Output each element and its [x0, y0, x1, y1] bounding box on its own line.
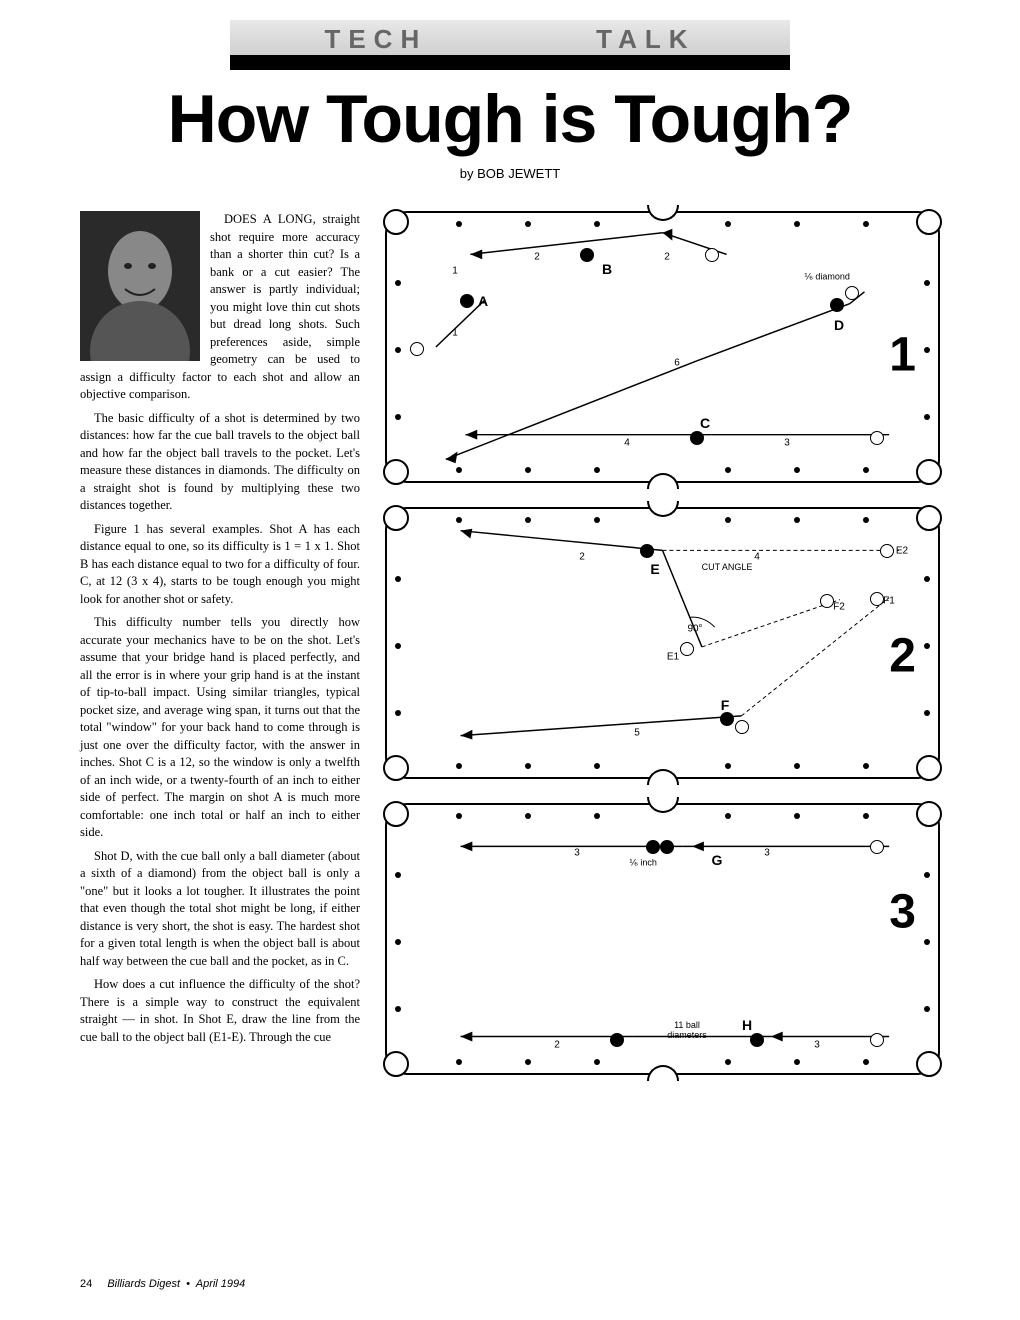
- diagram-2-lines: [387, 509, 938, 777]
- label-n2: 2: [579, 552, 585, 563]
- page-number: 24: [80, 1278, 92, 1290]
- label-D: D: [834, 317, 844, 333]
- diagram-number-1: 1: [889, 328, 916, 383]
- paragraph-4: This difficulty number tells you directl…: [80, 614, 360, 842]
- label-F: F: [721, 697, 730, 713]
- pool-table-diagram-3: G 3 3 ⅙ inch H 2 3 11 ball diameters 3: [385, 803, 940, 1075]
- label-6: 6: [674, 358, 680, 369]
- pool-table-diagram-1: A 1 1 B 2 2 C 4 3 D 6 ⅙ diamond 1: [385, 211, 940, 483]
- label-2b: 2: [664, 252, 670, 263]
- byline: by BOB JEWETT: [80, 166, 940, 181]
- tech-talk-banner: TECH TALK: [230, 20, 790, 70]
- label-n5: 5: [634, 728, 640, 739]
- label-E2: E2: [896, 546, 908, 557]
- banner-word-2: TALK: [596, 24, 695, 55]
- label-cutangle: CUT ANGLE: [702, 562, 753, 572]
- author-photo: [80, 211, 200, 361]
- diagram-1-lines: [387, 213, 938, 481]
- label-A: A: [478, 293, 488, 309]
- label-90: 90°: [687, 624, 702, 635]
- content-area: DOES A LONG, straight shot require more …: [80, 211, 940, 1099]
- banner-word-1: TECH: [324, 24, 427, 55]
- label-h2: 2: [554, 1040, 560, 1051]
- label-3: 3: [784, 438, 790, 449]
- label-4: 4: [624, 438, 630, 449]
- label-g3b: 3: [764, 848, 770, 859]
- label-F2: F2: [833, 602, 845, 613]
- paragraph-3: Figure 1 has several examples. Shot A ha…: [80, 521, 360, 609]
- label-11-diam: 11 ball diameters: [657, 1020, 717, 1040]
- label-B: B: [602, 261, 612, 277]
- label-n4: 4: [754, 552, 760, 563]
- label-F1: F1: [883, 596, 895, 607]
- publication-date: April 1994: [196, 1278, 246, 1290]
- diagram-number-3: 3: [889, 885, 916, 940]
- pool-table-diagram-2: E F E1 E2 F2 F1 2 4 5 90° CUT ANGLE 2: [385, 507, 940, 779]
- label-g3a: 3: [574, 848, 580, 859]
- article-title: How Tough is Tough?: [80, 80, 940, 158]
- paragraph-6: How does a cut influence the difficulty …: [80, 976, 360, 1046]
- label-2a: 2: [534, 252, 540, 263]
- page-footer: 24 Billiards Digest • April 1994: [80, 1278, 245, 1290]
- label-sixth-diamond: ⅙ diamond: [804, 272, 850, 283]
- label-h3: 3: [814, 1040, 820, 1051]
- label-H: H: [742, 1017, 752, 1033]
- label-G: G: [712, 852, 723, 868]
- text-column: DOES A LONG, straight shot require more …: [80, 211, 360, 1099]
- paragraph-2: The basic difficulty of a shot is determ…: [80, 410, 360, 515]
- label-E1: E1: [667, 652, 679, 663]
- diagram-number-2: 2: [889, 629, 916, 684]
- paragraph-5: Shot D, with the cue ball only a ball di…: [80, 848, 360, 971]
- label-1a: 1: [452, 266, 458, 277]
- publication-name: Billiards Digest: [107, 1278, 180, 1290]
- label-E: E: [650, 561, 659, 577]
- label-sixth-inch: ⅙ inch: [629, 858, 657, 869]
- label-1b: 1: [452, 328, 458, 339]
- diagram-column: A 1 1 B 2 2 C 4 3 D 6 ⅙ diamond 1: [385, 211, 940, 1099]
- label-C: C: [700, 415, 710, 431]
